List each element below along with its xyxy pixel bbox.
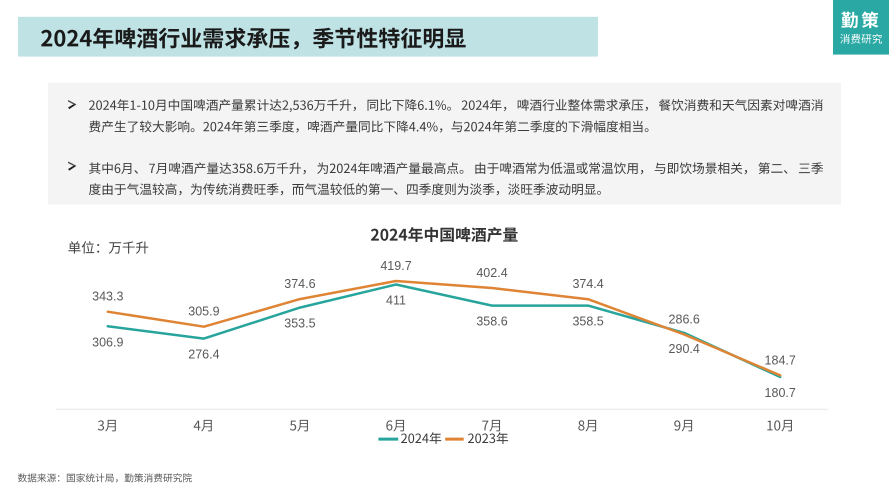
svg-text:402.4: 402.4	[476, 266, 507, 280]
svg-text:411: 411	[386, 294, 406, 308]
svg-text:286.6: 286.6	[669, 313, 700, 327]
svg-text:353.5: 353.5	[284, 317, 315, 331]
svg-text:374.4: 374.4	[572, 277, 603, 291]
svg-text:358.5: 358.5	[572, 315, 603, 329]
svg-text:184.7: 184.7	[765, 353, 796, 367]
svg-text:290.4: 290.4	[669, 342, 700, 356]
svg-text:343.3: 343.3	[92, 290, 123, 304]
svg-text:374.6: 374.6	[284, 277, 315, 291]
svg-text:180.7: 180.7	[765, 386, 796, 400]
svg-text:419.7: 419.7	[380, 259, 411, 273]
svg-text:358.6: 358.6	[476, 315, 507, 329]
svg-text:276.4: 276.4	[188, 348, 219, 362]
svg-text:305.9: 305.9	[188, 305, 219, 319]
svg-text:306.9: 306.9	[92, 335, 123, 349]
